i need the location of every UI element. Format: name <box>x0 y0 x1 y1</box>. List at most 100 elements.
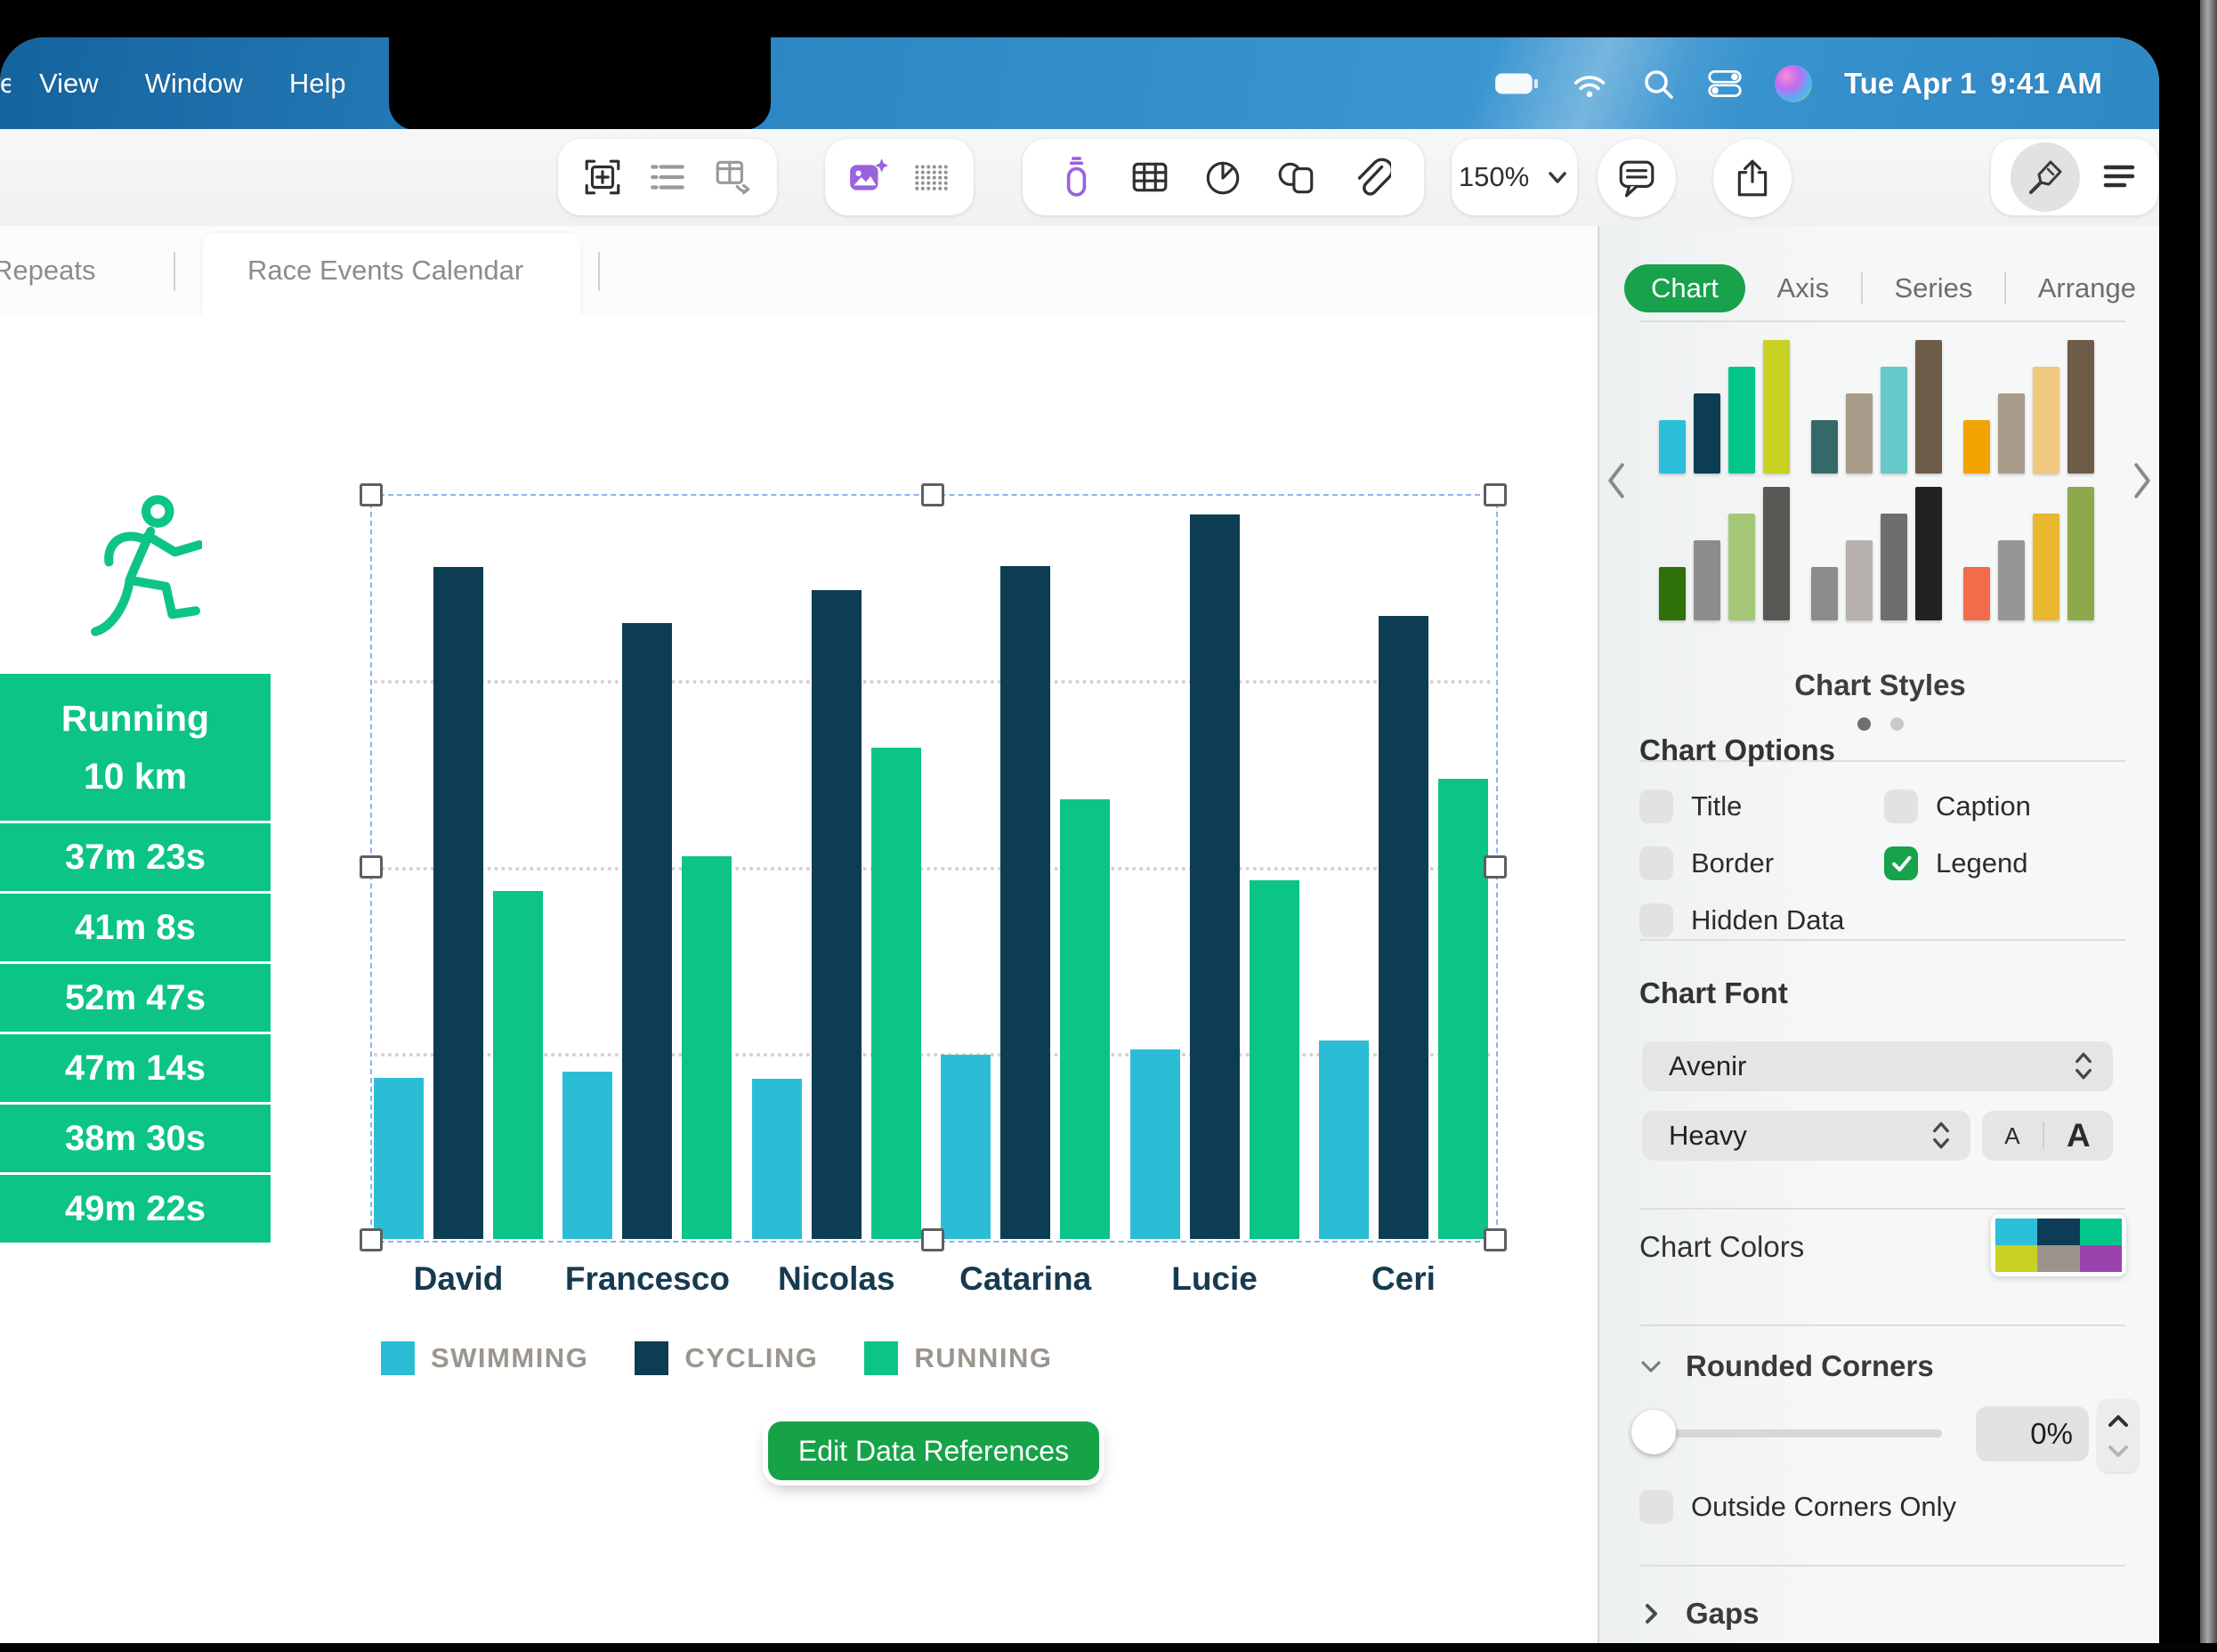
rounded-corners-slider[interactable] <box>1642 1429 1942 1437</box>
menu-help[interactable]: Help <box>288 67 346 99</box>
sheet-tab-repeats[interactable]: Repeats <box>0 255 96 286</box>
rounded-corners-value[interactable]: 0% <box>1976 1406 2089 1462</box>
selection-handle[interactable] <box>360 483 383 506</box>
legend-item[interactable]: CYCLING <box>635 1341 818 1375</box>
chart-style-thumbnail[interactable] <box>1811 340 1943 474</box>
cycling-bar[interactable] <box>1189 514 1240 1239</box>
menu-view[interactable]: View <box>39 67 99 99</box>
comment-button[interactable] <box>1598 139 1676 217</box>
table-row[interactable]: 37m 23s <box>0 821 271 891</box>
up-arrow-icon[interactable] <box>2105 1411 2132 1430</box>
running-bar[interactable] <box>682 856 732 1239</box>
siri-icon[interactable] <box>1775 64 1812 102</box>
legend-item[interactable]: RUNNING <box>864 1341 1052 1375</box>
chevron-right-icon[interactable] <box>2131 459 2154 502</box>
rounded-corners-disclosure[interactable]: Rounded Corners <box>1639 1349 1934 1383</box>
pie-chart-icon[interactable] <box>1202 157 1243 198</box>
tab-axis[interactable]: Axis <box>1776 272 1830 304</box>
chart-style-thumbnail[interactable] <box>1659 487 1791 620</box>
control-center-icon[interactable] <box>1707 66 1743 101</box>
format-brush-button[interactable] <box>2011 142 2080 212</box>
cycling-bar[interactable] <box>1378 616 1428 1239</box>
pagination-dot[interactable] <box>1889 717 1904 731</box>
cycling-bar[interactable] <box>622 623 673 1239</box>
legend-item[interactable]: SWIMMING <box>381 1341 588 1375</box>
outside-corners-row[interactable]: Outside Corners Only <box>1639 1486 1956 1528</box>
rounded-corners-stepper[interactable] <box>2098 1399 2139 1472</box>
option-caption[interactable]: Caption <box>1884 785 2120 828</box>
down-arrow-icon[interactable] <box>2105 1441 2132 1461</box>
table-row[interactable]: 41m 8s <box>0 891 271 961</box>
selection-handle[interactable] <box>921 483 944 506</box>
table-row[interactable]: 49m 22s <box>0 1172 271 1243</box>
cycling-bar[interactable] <box>811 589 862 1239</box>
swimming-bar[interactable] <box>751 1079 802 1239</box>
running-bar[interactable] <box>1060 799 1111 1239</box>
table-row[interactable]: 47m 14s <box>0 1032 271 1102</box>
legend-checkbox[interactable] <box>1884 846 1918 880</box>
swimming-bar[interactable] <box>1129 1049 1180 1239</box>
search-icon[interactable] <box>1639 66 1675 101</box>
tab-series[interactable]: Series <box>1894 272 1973 304</box>
font-weight-select[interactable]: Heavy <box>1642 1111 1970 1161</box>
chart-style-thumbnail[interactable] <box>1811 487 1943 620</box>
running-bar[interactable] <box>870 747 921 1239</box>
swimming-bar[interactable] <box>941 1054 991 1239</box>
insert-table-icon[interactable] <box>712 157 753 198</box>
cycling-bar[interactable] <box>433 566 483 1239</box>
decrease-font-button[interactable]: A <box>2004 1122 2020 1149</box>
font-family-select[interactable]: Avenir <box>1642 1041 2113 1091</box>
chevron-left-icon[interactable] <box>1605 459 1628 502</box>
table-row[interactable]: 52m 47s <box>0 961 271 1032</box>
chart-style-thumbnail[interactable] <box>1963 340 2095 474</box>
selection-handle[interactable] <box>1484 1228 1507 1251</box>
option-legend[interactable]: Legend <box>1884 842 2120 885</box>
menu-window[interactable]: Window <box>144 67 243 99</box>
swimming-bar[interactable] <box>1318 1041 1369 1239</box>
tab-chart[interactable]: Chart <box>1624 264 1745 312</box>
gaps-disclosure[interactable]: Gaps <box>1639 1597 1760 1631</box>
selection-handle[interactable] <box>360 1228 383 1251</box>
font-size-control[interactable]: A A <box>1982 1111 2113 1161</box>
bullet-list-icon[interactable] <box>647 157 688 198</box>
running-bar[interactable] <box>493 890 543 1239</box>
tab-arrange[interactable]: Arrange <box>2037 272 2136 304</box>
shapes-icon[interactable] <box>1276 157 1317 198</box>
option-title[interactable]: Title <box>1639 785 1884 828</box>
dots-grid-icon[interactable] <box>910 157 951 198</box>
chart-style-thumbnail[interactable] <box>1659 340 1791 474</box>
selection-handle[interactable] <box>1484 483 1507 506</box>
increase-font-button[interactable]: A <box>2067 1117 2091 1154</box>
selection-handle[interactable] <box>921 1228 944 1251</box>
chart-colors-swatch-button[interactable] <box>1991 1214 2126 1276</box>
document-canvas[interactable]: Running 10 km 37m 23s 41m 8s 52m 47s 47m 14… <box>0 315 1598 1643</box>
pagination-dot[interactable] <box>1857 717 1871 731</box>
running-bar[interactable] <box>1249 880 1299 1239</box>
caption-checkbox[interactable] <box>1884 790 1918 823</box>
outside-corners-checkbox[interactable] <box>1639 1490 1673 1524</box>
swimming-bar[interactable] <box>562 1071 613 1239</box>
selection-handle[interactable] <box>360 855 383 879</box>
border-checkbox[interactable] <box>1639 846 1673 880</box>
share-button[interactable] <box>1713 139 1792 217</box>
running-bar[interactable] <box>1437 779 1488 1239</box>
view-options-button[interactable] <box>2100 158 2139 197</box>
hidden-data-checkbox[interactable] <box>1639 903 1673 937</box>
sheet-tab-race-events-calendar[interactable]: Race Events Calendar <box>247 255 524 286</box>
insert-box-icon[interactable] <box>582 157 623 198</box>
marker-icon[interactable] <box>1056 157 1096 198</box>
chart-legend[interactable]: SWIMMING CYCLING RUNNING <box>381 1341 1052 1375</box>
battery-icon[interactable] <box>1493 66 1540 101</box>
selection-handle[interactable] <box>1484 855 1507 879</box>
menu-item-clipped[interactable]: e <box>0 68 11 99</box>
zoom-control[interactable]: 150% <box>1452 139 1577 215</box>
option-hidden-data[interactable]: Hidden Data <box>1639 899 1884 942</box>
paperclip-icon[interactable] <box>1350 157 1392 198</box>
table-row[interactable]: 38m 30s <box>0 1102 271 1172</box>
wifi-icon[interactable] <box>1572 66 1607 101</box>
swimming-bar[interactable] <box>374 1078 424 1239</box>
chart-style-thumbnail[interactable] <box>1963 487 2095 620</box>
cycling-bar[interactable] <box>1000 565 1051 1239</box>
edit-data-references-button[interactable]: Edit Data References <box>768 1421 1099 1480</box>
title-checkbox[interactable] <box>1639 790 1673 823</box>
